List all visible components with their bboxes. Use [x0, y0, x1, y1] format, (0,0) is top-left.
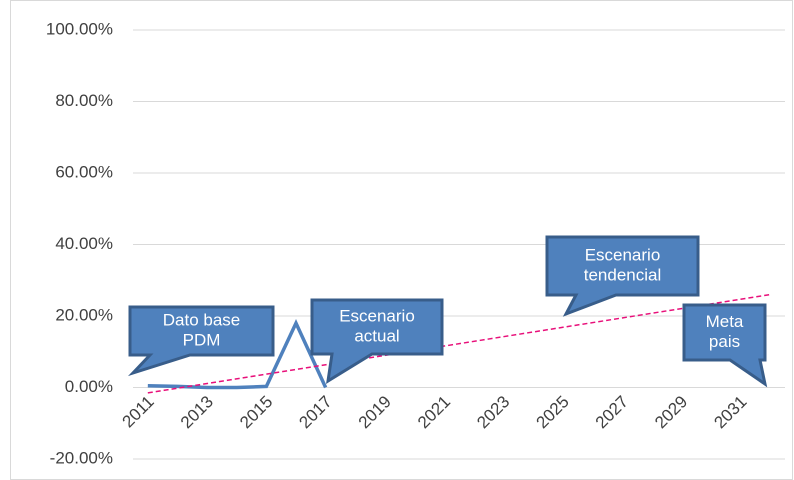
x-tick-label: 2025: [533, 392, 573, 432]
y-tick-label: 40.00%: [55, 234, 113, 253]
x-tick-label: 2019: [355, 392, 395, 432]
x-tick-label: 2031: [710, 392, 750, 432]
callout-text: Escenario: [339, 306, 415, 325]
x-tick-label: 2023: [473, 392, 513, 432]
x-tick-label: 2017: [295, 392, 335, 432]
data-line: [147, 318, 328, 390]
x-tick-label: 2029: [651, 392, 691, 432]
callout-text: pais: [709, 332, 740, 351]
callout-shape: [127, 305, 275, 377]
callout-text: PDM: [183, 330, 221, 349]
callout-text: Escenario: [585, 245, 661, 264]
callout-text: Meta: [706, 312, 744, 331]
callout-text: tendencial: [584, 265, 662, 284]
x-tick-label: 2015: [236, 392, 276, 432]
x-tick-label: 2021: [414, 392, 454, 432]
callout-shape: [682, 303, 768, 388]
x-tick-label: 2027: [592, 392, 632, 432]
y-tick-label: 60.00%: [55, 162, 113, 181]
y-tick-label: 0.00%: [65, 377, 113, 396]
x-tick-label: 2013: [177, 392, 217, 432]
y-tick-label: 100.00%: [46, 19, 113, 38]
y-tick-label: 20.00%: [55, 305, 113, 324]
trend-line: [147, 293, 771, 394]
callout-text: actual: [354, 326, 399, 345]
y-tick-label: 80.00%: [55, 91, 113, 110]
x-tick-label: 2011: [119, 392, 158, 431]
callout-text: Dato base: [163, 310, 241, 329]
callout-shape: [310, 298, 444, 384]
callout-shape: [545, 235, 700, 317]
y-tick-label: -20.00%: [50, 448, 113, 467]
